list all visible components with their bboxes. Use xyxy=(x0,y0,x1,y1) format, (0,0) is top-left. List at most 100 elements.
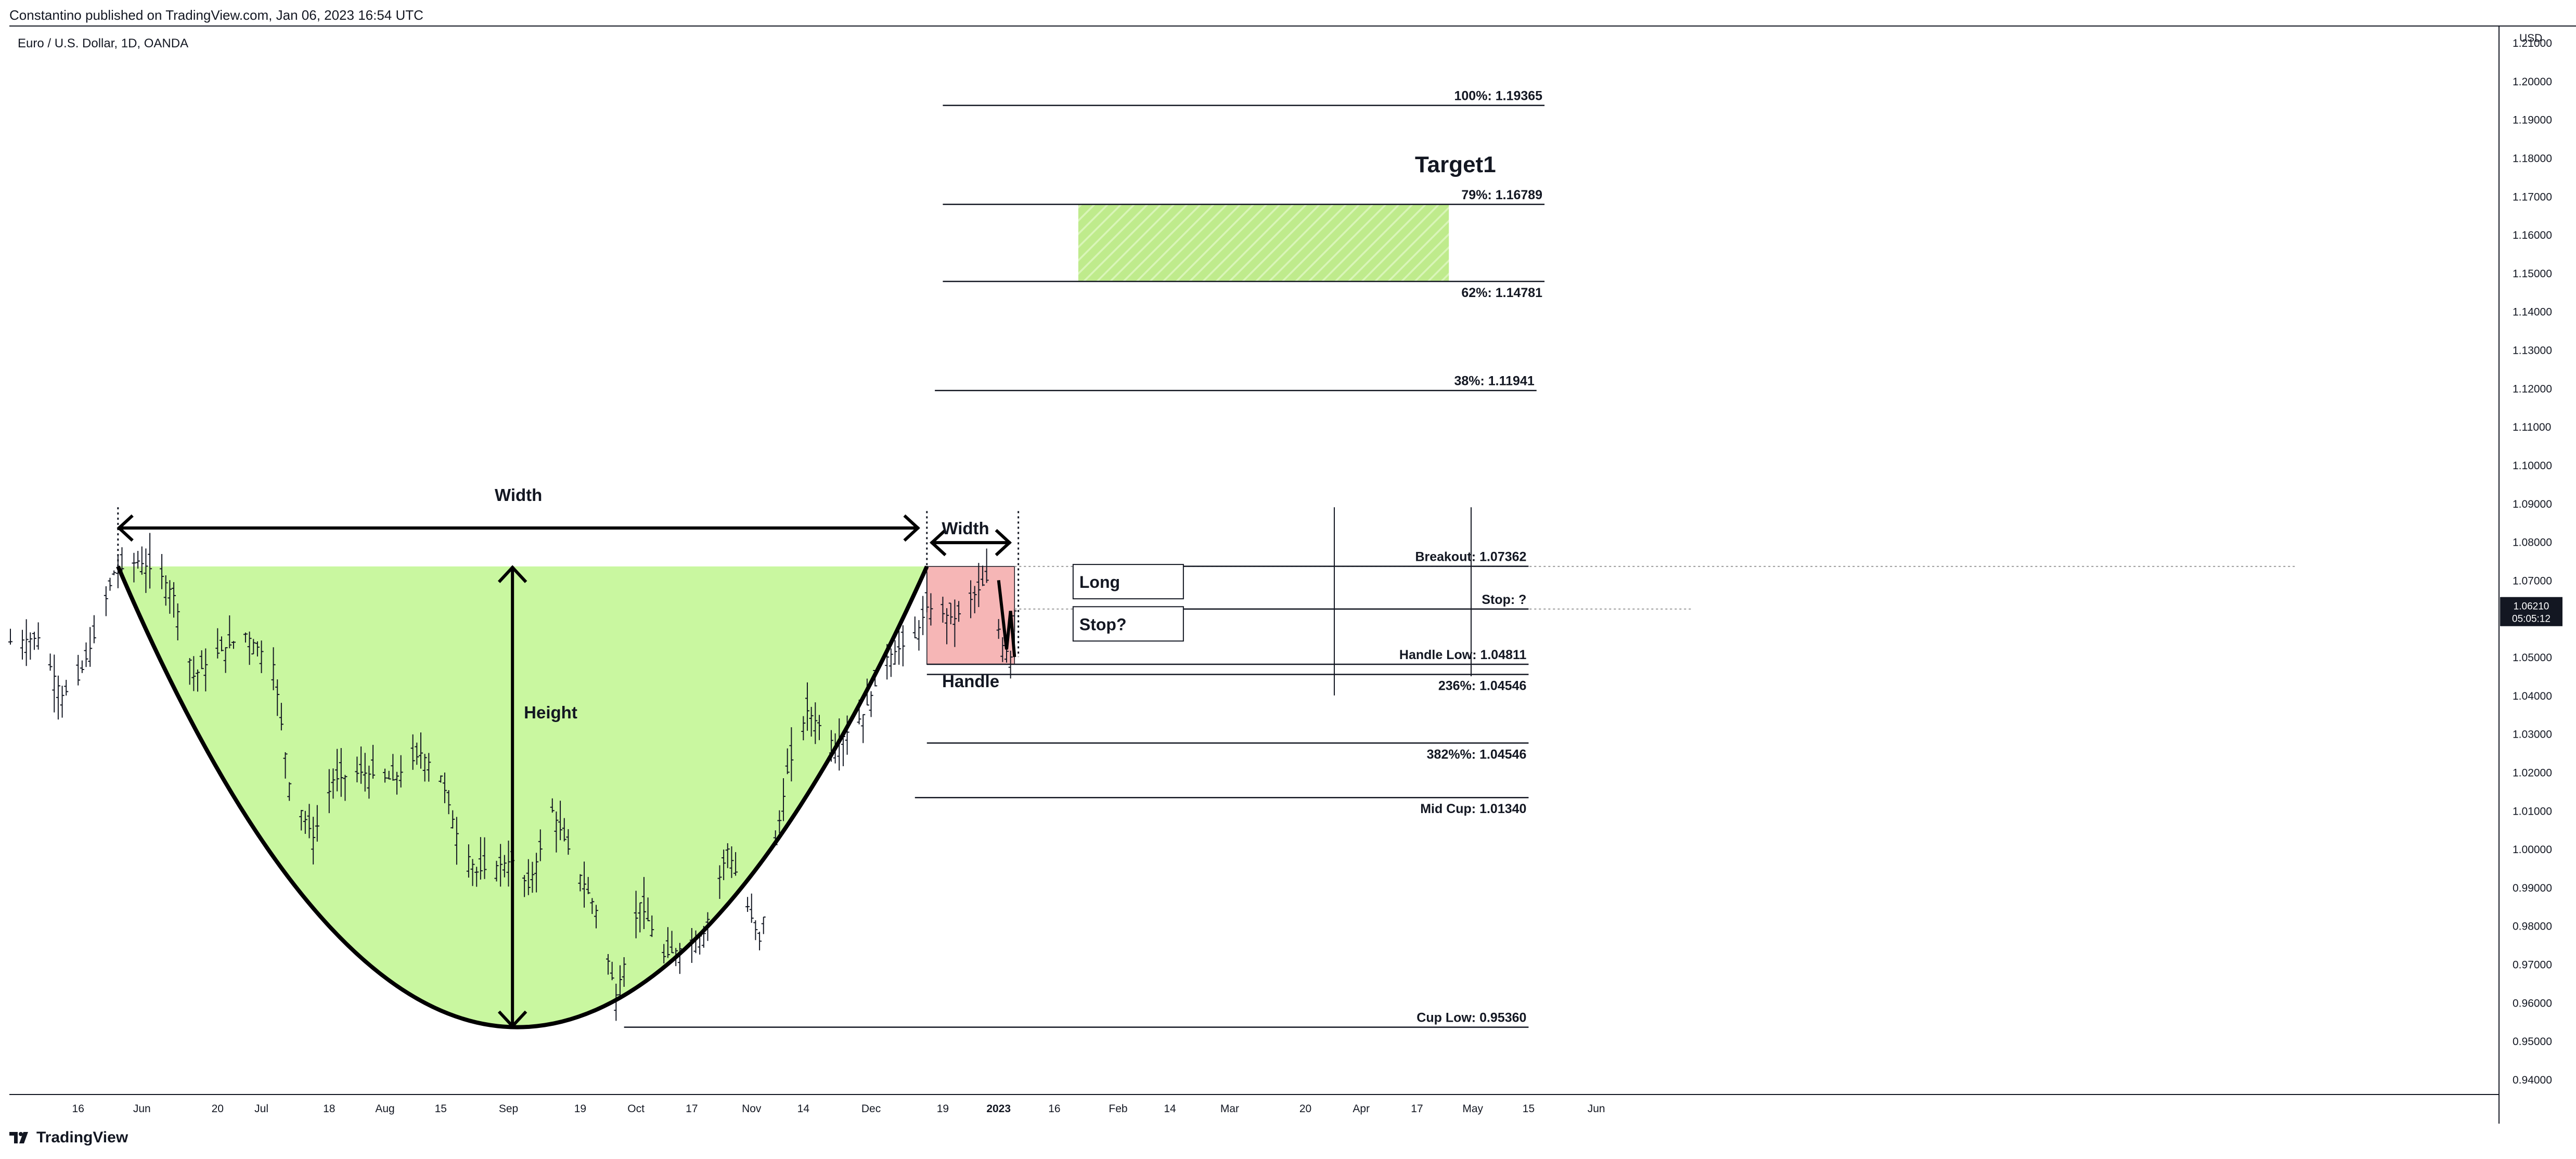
ohlc-bar xyxy=(722,849,726,880)
ohlc-bar xyxy=(48,653,53,671)
ohlc-bar xyxy=(781,778,786,821)
ohlc-bar xyxy=(522,875,527,897)
time-tick: 17 xyxy=(1411,1103,1423,1115)
ohlc-bar xyxy=(422,754,427,782)
ohlc-bar xyxy=(223,647,228,673)
level-label: 79%: 1.16789 xyxy=(1461,188,1542,202)
price-tick: 1.10000 xyxy=(2513,460,2552,472)
ohlc-bar xyxy=(1000,637,1005,662)
ohlc-bar xyxy=(777,810,782,833)
ohlc-bar xyxy=(446,790,451,815)
level-label: 382%%: 1.04546 xyxy=(1427,747,1527,762)
ohlc-bar xyxy=(634,891,638,938)
price-tick: 1.17000 xyxy=(2513,191,2552,203)
ohlc-bar xyxy=(439,775,443,783)
ohlc-bar xyxy=(952,599,957,647)
ohlc-bar xyxy=(900,625,905,667)
fill-layer xyxy=(118,204,1449,1027)
ohlc-bar xyxy=(924,572,929,613)
ohlc-bar xyxy=(650,915,654,937)
ohlc-bar xyxy=(912,616,917,639)
ohlc-bar xyxy=(617,965,622,997)
current-price-value: 1.06210 xyxy=(2514,601,2549,612)
ohlc-bar xyxy=(36,622,41,650)
ohlc-bar xyxy=(251,639,256,655)
ohlc-bar xyxy=(387,770,391,780)
ohlc-bar xyxy=(418,732,423,769)
ohlc-bar xyxy=(897,630,901,665)
ohlc-bar xyxy=(283,752,288,779)
time-tick: 19 xyxy=(937,1103,949,1115)
level-label: Cup Low: 0.95360 xyxy=(1416,1011,1526,1025)
time-tick: 14 xyxy=(1164,1103,1176,1115)
ohlc-bar xyxy=(893,640,897,665)
ohlc-bar xyxy=(558,801,563,841)
price-tick: 1.21000 xyxy=(2513,37,2552,49)
ohlc-bar xyxy=(809,706,814,737)
level-label: Stop: ? xyxy=(1482,593,1526,607)
ohlc-bar xyxy=(578,874,583,892)
price-tick: 1.00000 xyxy=(2513,844,2552,856)
ohlc-bar xyxy=(24,619,29,666)
target-zone xyxy=(1078,204,1449,282)
order-box-label: Long xyxy=(1079,573,1120,591)
ohlc-bar xyxy=(311,817,316,865)
ohlc-bar xyxy=(371,744,376,779)
ohlc-bar xyxy=(972,586,977,613)
ohlc-bar xyxy=(813,702,818,744)
level-line: Mid Cup: 1.01340 xyxy=(915,796,1529,816)
time-tick: Nov xyxy=(742,1103,762,1115)
ohlc-bar xyxy=(641,877,646,929)
time-tick: Apr xyxy=(1353,1103,1370,1115)
ohlc-bar xyxy=(315,805,319,842)
ohlc-bar xyxy=(606,954,610,975)
ohlc-bar xyxy=(590,898,595,914)
price-tick: 1.18000 xyxy=(2513,152,2552,164)
level-line: Cup Low: 0.95360 xyxy=(624,1011,1529,1028)
order-box-label: Stop? xyxy=(1079,615,1127,634)
price-tick: 0.96000 xyxy=(2513,997,2552,1009)
level-line: 38%: 1.11941 xyxy=(935,374,1537,391)
time-tick: 20 xyxy=(212,1103,224,1115)
price-tick: 1.03000 xyxy=(2513,729,2552,741)
height-label: Height xyxy=(524,703,577,722)
time-tick: May xyxy=(1462,1103,1483,1115)
ohlc-bar xyxy=(92,615,96,643)
ohlc-bar xyxy=(550,798,555,813)
ohlc-bar xyxy=(199,650,204,669)
ohlc-bar xyxy=(733,852,738,876)
ohlc-bar xyxy=(427,753,431,782)
ohlc-bar xyxy=(566,829,571,855)
price-tick: 1.19000 xyxy=(2513,114,2552,126)
ohlc-bar xyxy=(287,782,292,801)
ohlc-bar xyxy=(957,601,961,622)
ohlc-bar xyxy=(665,927,670,958)
ohlc-bar xyxy=(275,679,280,716)
ohlc-bar xyxy=(271,647,276,690)
ohlc-bar xyxy=(929,593,933,626)
ohlc-bar xyxy=(148,533,152,589)
ohlc-bar xyxy=(160,554,164,589)
ohlc-bar xyxy=(339,748,343,797)
time-tick: Jul xyxy=(254,1103,268,1115)
order-box: Long xyxy=(1072,564,1184,600)
ohlc-bar xyxy=(729,846,734,878)
ohlc-bar xyxy=(482,837,487,879)
ohlc-bar xyxy=(745,897,750,912)
ohlc-bar xyxy=(749,893,754,923)
handle-zigzag xyxy=(997,580,1016,658)
ohlc-bar xyxy=(327,769,331,814)
time-tick: 19 xyxy=(574,1103,586,1115)
ohlc-bar xyxy=(917,620,921,651)
ohlc-bar xyxy=(410,734,415,770)
tradingview-logo[interactable]: TradingView xyxy=(9,1129,128,1147)
ohlc-bar xyxy=(921,596,925,635)
time-tick: Jun xyxy=(133,1103,151,1115)
order-box-frame xyxy=(1072,564,1184,600)
ohlc-bar xyxy=(1012,608,1017,632)
ohlc-bar xyxy=(466,844,471,878)
cup-width-arrow xyxy=(117,514,920,542)
level-line: 62%: 1.14781 xyxy=(943,280,1545,300)
